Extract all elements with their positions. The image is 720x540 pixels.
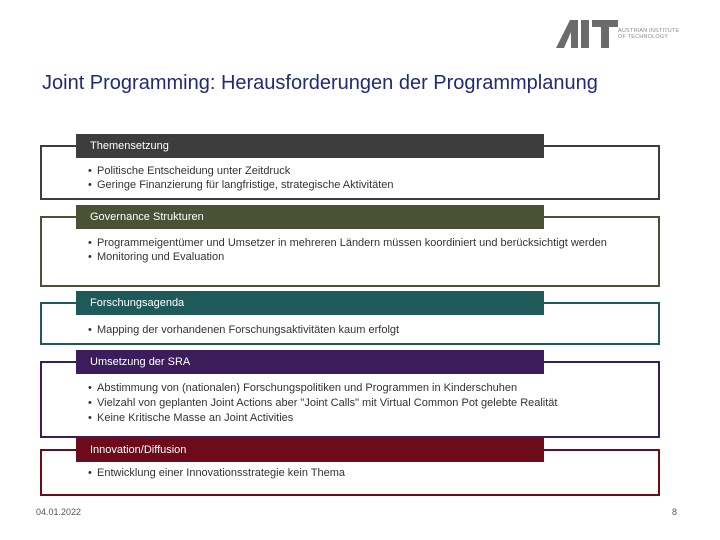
bullet-list: Entwicklung einer Innovationsstrategie k… bbox=[88, 467, 657, 479]
section-frame bbox=[40, 302, 660, 345]
logo-line-1: AUSTRIAN INSTITUTE bbox=[618, 28, 680, 34]
section-umsetzung-sra: Umsetzung der SRA Abstimmung von (nation… bbox=[40, 350, 660, 438]
section-governance: Governance Strukturen Programmeigentümer… bbox=[40, 205, 660, 287]
bullet-list: Abstimmung von (nationalen) Forschungspo… bbox=[88, 382, 657, 424]
section-heading: Innovation/Diffusion bbox=[76, 438, 544, 462]
section-heading: Umsetzung der SRA bbox=[76, 350, 544, 374]
bullet-item: Entwicklung einer Innovationsstrategie k… bbox=[88, 467, 657, 479]
bullet-item: Abstimmung von (nationalen) Forschungspo… bbox=[88, 382, 657, 394]
bullet-item: Monitoring und Evaluation bbox=[88, 251, 657, 263]
section-forschungsagenda: Forschungsagenda Mapping der vorhandenen… bbox=[40, 291, 660, 345]
page-number: 8 bbox=[672, 507, 678, 517]
ait-logo-text: AUSTRIAN INSTITUTE OF TECHNOLOGY bbox=[618, 28, 679, 40]
section-frame bbox=[40, 216, 660, 287]
section-frame bbox=[40, 361, 660, 438]
slide-title: Joint Programming: Herausforderungen der… bbox=[42, 72, 598, 94]
bullet-item: Keine Kritische Masse an Joint Activitie… bbox=[88, 412, 657, 424]
ait-logo bbox=[556, 20, 684, 48]
bullet-list: Mapping der vorhandenen Forschungsaktivi… bbox=[88, 324, 657, 336]
footer-date: 04.01.2022 bbox=[36, 507, 82, 517]
bullet-item: Vielzahl von geplanten Joint Actions abe… bbox=[88, 397, 657, 409]
section-heading: Themensetzung bbox=[76, 134, 544, 158]
section-heading: Forschungsagenda bbox=[76, 291, 544, 315]
bullet-item: Politische Entscheidung unter Zeitdruck bbox=[88, 165, 657, 177]
ait-logo-mark bbox=[556, 20, 618, 48]
section-innovation-diffusion: Innovation/Diffusion Entwicklung einer I… bbox=[40, 438, 660, 496]
bullet-item: Mapping der vorhandenen Forschungsaktivi… bbox=[88, 324, 657, 336]
section-themensetzung: Themensetzung Politische Entscheidung un… bbox=[40, 134, 660, 200]
section-frame bbox=[40, 145, 660, 200]
section-heading: Governance Strukturen bbox=[76, 205, 544, 229]
section-frame bbox=[40, 449, 660, 496]
bullet-item: Programmeigentümer und Umsetzer in mehre… bbox=[88, 238, 657, 249]
bullet-list: Politische Entscheidung unter Zeitdruck … bbox=[88, 165, 657, 191]
logo-line-2: OF TECHNOLOGY bbox=[618, 34, 669, 40]
bullet-item: Geringe Finanzierung für langfristige, s… bbox=[88, 179, 657, 191]
bullet-list: Programmeigentümer und Umsetzer in mehre… bbox=[88, 238, 657, 264]
